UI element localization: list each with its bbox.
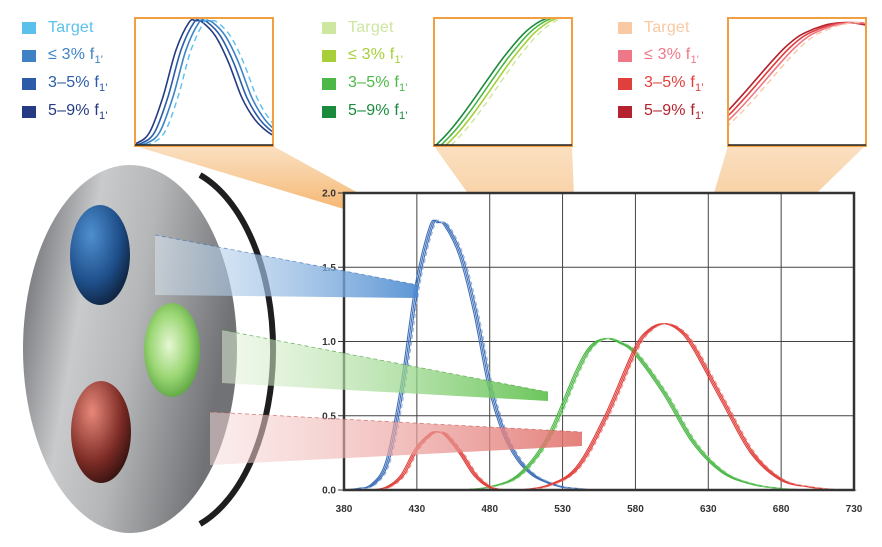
legend-label-text: ≤ 3% f <box>348 45 395 63</box>
legend-blue: Target ≤ 3% f1' 3–5% f1' 5–9% f1' <box>22 14 108 126</box>
x-tick-label: 630 <box>700 504 717 515</box>
legend-label: ≤ 3% f1' <box>644 46 699 66</box>
legend-swatch <box>22 22 36 34</box>
inset-red <box>727 17 867 147</box>
y-tick-label: 0.0 <box>322 486 336 497</box>
legend-label-text: Target <box>644 19 690 36</box>
legend-label-text: 5–9% f <box>348 101 400 119</box>
x-tick-label: 480 <box>481 504 498 515</box>
legend-entry: 5–9% f1' <box>618 98 704 126</box>
legend-swatch <box>322 78 336 90</box>
legend-label: 3–5% f1' <box>48 74 108 94</box>
legend-label-subscript: 1' <box>695 110 704 123</box>
inset-series-line <box>136 19 272 145</box>
legend-label-subscript: 1' <box>695 82 704 95</box>
inset-blue <box>134 17 274 147</box>
legend-label-text: Target <box>348 19 394 36</box>
disc-body <box>23 165 237 533</box>
zoom-insets <box>134 17 867 147</box>
y-tick-label: 0.5 <box>322 411 336 422</box>
legend-label: 5–9% f1' <box>644 102 704 122</box>
inset-series-line <box>136 19 272 145</box>
legend-label: Target <box>48 19 94 37</box>
legend-swatch <box>618 50 632 62</box>
legend-entry: ≤ 3% f1' <box>322 42 408 70</box>
legend-label: 3–5% f1' <box>348 74 408 94</box>
legend-label-text: 3–5% f <box>348 73 400 91</box>
beam-red-edge <box>209 411 583 433</box>
x-tick-label: 430 <box>409 504 426 515</box>
legend-label: Target <box>348 19 394 37</box>
legend-entry: 3–5% f1' <box>22 70 108 98</box>
inset-blue-curves <box>135 19 273 146</box>
legend-swatch <box>22 50 36 62</box>
inset-red-curves <box>728 21 866 146</box>
legend-label-text: 5–9% f <box>48 101 100 119</box>
beam-red <box>210 412 582 465</box>
legend-label-text: ≤ 3% f <box>644 45 691 63</box>
legend-entry: Target <box>322 14 408 42</box>
legend-label-text: ≤ 3% f <box>48 45 95 63</box>
legend-entry: ≤ 3% f1' <box>618 42 704 70</box>
beams <box>154 234 583 465</box>
legend-label-subscript: 1' <box>99 110 108 123</box>
x-tick-label: 380 <box>336 504 353 515</box>
legend-green: Target ≤ 3% f1' 3–5% f1' 5–9% f1' <box>322 14 408 126</box>
legend-entry: ≤ 3% f1' <box>22 42 108 70</box>
legend-label-subscript: 1' <box>399 110 408 123</box>
series-target-line <box>521 323 858 491</box>
legend-entry: Target <box>618 14 704 42</box>
beam-green <box>222 330 548 401</box>
inset-green-curves <box>434 19 572 146</box>
legend-swatch <box>322 50 336 62</box>
legend-label-text: 3–5% f <box>644 73 696 91</box>
series-target-line <box>346 219 610 491</box>
legend-label: ≤ 3% f1' <box>48 46 103 66</box>
legend-swatch <box>618 106 632 118</box>
beam-blue <box>155 235 418 298</box>
inset-series-line <box>136 19 272 145</box>
legend-label: 3–5% f1' <box>644 74 704 94</box>
legend-swatch <box>618 78 632 90</box>
x-tick-label: 580 <box>627 504 644 515</box>
legend-swatch <box>322 22 336 34</box>
legend-entry: 3–5% f1' <box>322 70 408 98</box>
legend-label-subscript: 1' <box>690 54 700 67</box>
legend-label-subscript: 1' <box>99 82 108 95</box>
legend-swatch <box>22 106 36 118</box>
legend-label-text: Target <box>48 19 94 36</box>
legend-swatch <box>618 22 632 34</box>
legend-label: 5–9% f1' <box>48 102 108 122</box>
legend-entry: 5–9% f1' <box>322 98 408 126</box>
beam-blue-edge <box>154 234 419 286</box>
legend-label-subscript: 1' <box>94 54 104 67</box>
legend-label: 5–9% f1' <box>348 102 408 122</box>
legend-red: Target ≤ 3% f1' 3–5% f1' 5–9% f1' <box>618 14 704 126</box>
legend-label: Target <box>644 19 690 37</box>
legend-label-text: 3–5% f <box>48 73 100 91</box>
y-tick-label: 2.0 <box>322 189 336 200</box>
legend-label-text: 5–9% f <box>644 101 696 119</box>
legend-swatch <box>22 78 36 90</box>
legend-label-subscript: 1' <box>394 54 404 67</box>
legend-label: ≤ 3% f1' <box>348 46 403 66</box>
legend-entry: 3–5% f1' <box>618 70 704 98</box>
blue-filter <box>70 205 130 305</box>
x-tick-label: 730 <box>846 504 863 515</box>
legend-swatch <box>322 106 336 118</box>
y-tick-label: 1.0 <box>322 337 336 348</box>
green-filter <box>144 303 200 397</box>
inset-green <box>433 17 573 147</box>
beam-green-edge <box>221 329 549 393</box>
legend-entry: Target <box>22 14 108 42</box>
x-tick-label: 680 <box>773 504 790 515</box>
legend-label-subscript: 1' <box>399 82 408 95</box>
red-filter <box>71 381 131 483</box>
x-tick-label: 530 <box>554 504 571 515</box>
legend-entry: 5–9% f1' <box>22 98 108 126</box>
